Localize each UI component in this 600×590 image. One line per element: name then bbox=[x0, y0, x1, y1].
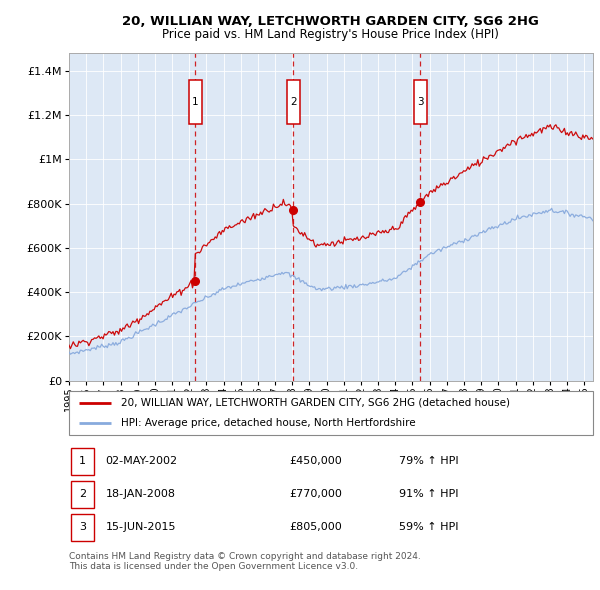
Text: 91% ↑ HPI: 91% ↑ HPI bbox=[399, 489, 458, 499]
Bar bbox=[71, 514, 94, 540]
Text: 1: 1 bbox=[79, 456, 86, 466]
Text: 18-JAN-2008: 18-JAN-2008 bbox=[106, 489, 176, 499]
Text: 2: 2 bbox=[290, 97, 296, 107]
Text: Price paid vs. HM Land Registry's House Price Index (HPI): Price paid vs. HM Land Registry's House … bbox=[161, 28, 499, 41]
Text: HPI: Average price, detached house, North Hertfordshire: HPI: Average price, detached house, Nort… bbox=[121, 418, 416, 428]
Text: 3: 3 bbox=[417, 97, 424, 107]
Text: 1: 1 bbox=[192, 97, 199, 107]
Text: Contains HM Land Registry data © Crown copyright and database right 2024.
This d: Contains HM Land Registry data © Crown c… bbox=[69, 552, 421, 571]
Bar bbox=[71, 448, 94, 474]
Text: 15-JUN-2015: 15-JUN-2015 bbox=[106, 522, 176, 532]
Text: £450,000: £450,000 bbox=[289, 456, 342, 466]
Text: 20, WILLIAN WAY, LETCHWORTH GARDEN CITY, SG6 2HG: 20, WILLIAN WAY, LETCHWORTH GARDEN CITY,… bbox=[122, 15, 538, 28]
Bar bbox=[414, 80, 427, 124]
Bar bbox=[71, 481, 94, 507]
Text: 3: 3 bbox=[79, 522, 86, 532]
Bar bbox=[287, 80, 299, 124]
Text: 20, WILLIAN WAY, LETCHWORTH GARDEN CITY, SG6 2HG (detached house): 20, WILLIAN WAY, LETCHWORTH GARDEN CITY,… bbox=[121, 398, 511, 408]
Text: 02-MAY-2002: 02-MAY-2002 bbox=[106, 456, 178, 466]
Text: £770,000: £770,000 bbox=[289, 489, 342, 499]
Text: 59% ↑ HPI: 59% ↑ HPI bbox=[399, 522, 458, 532]
Text: 79% ↑ HPI: 79% ↑ HPI bbox=[399, 456, 458, 466]
Text: 2: 2 bbox=[79, 489, 86, 499]
Text: £805,000: £805,000 bbox=[289, 522, 342, 532]
Bar bbox=[189, 80, 202, 124]
